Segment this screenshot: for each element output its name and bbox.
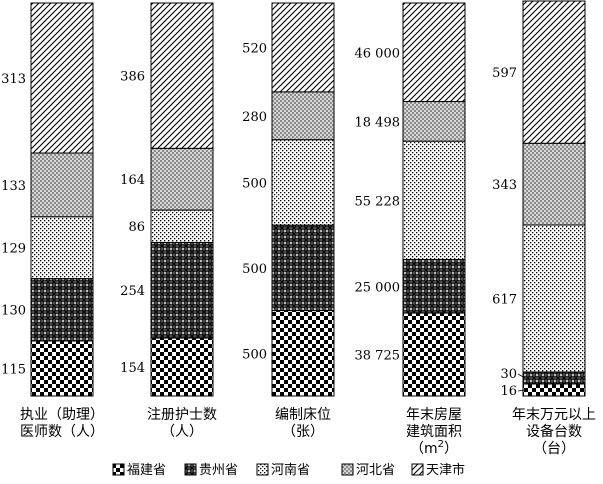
bar-segment-3-2 bbox=[271, 224, 335, 312]
bar-segment-1-1 bbox=[30, 340, 94, 397]
category-label-5-line-3: （台） bbox=[533, 441, 575, 457]
value-label-2-4: 164 bbox=[120, 173, 145, 188]
value-label-4-4: 18 498 bbox=[355, 115, 401, 130]
bar-segment-4-3 bbox=[402, 140, 466, 260]
bar-segment-5-4 bbox=[522, 142, 586, 226]
bar-segment-3-5 bbox=[271, 2, 335, 93]
leader-line-1 bbox=[517, 389, 526, 392]
bar-segment-2-5 bbox=[150, 2, 214, 149]
category-label-2-line-1: 注册护士数 bbox=[147, 407, 217, 423]
value-label-5-3: 617 bbox=[492, 292, 517, 307]
bar-segment-4-5 bbox=[402, 2, 466, 103]
value-label-5-2: 30 bbox=[500, 367, 517, 382]
legend-label-4: 河北省 bbox=[356, 463, 395, 478]
bars-layer bbox=[30, 0, 586, 397]
category-label-1-line-1: 执业（助理） bbox=[20, 407, 104, 423]
category-label-3-line-1: 编制床位 bbox=[275, 407, 331, 423]
bar-segment-3-1 bbox=[271, 310, 335, 397]
value-label-5-1: 16 bbox=[500, 384, 517, 399]
category-label-4-line-2: 建筑面积 bbox=[406, 424, 462, 440]
bar-segment-4-2 bbox=[402, 258, 466, 314]
legend-swatch-4 bbox=[341, 463, 354, 476]
bar-segment-4-4 bbox=[402, 101, 466, 142]
bar-segment-1-3 bbox=[30, 216, 94, 280]
value-label-4-3: 55 228 bbox=[355, 194, 401, 209]
legend-label-1: 福建省 bbox=[127, 463, 166, 478]
bar-segment-1-5 bbox=[30, 2, 94, 154]
value-label-3-2: 500 bbox=[242, 262, 267, 277]
bar-segment-5-3 bbox=[522, 224, 586, 373]
category-label-1-line-2: 医师数（人） bbox=[20, 424, 104, 440]
category-label-4-line-1: 年末房屋 bbox=[406, 407, 462, 423]
value-label-3-5: 520 bbox=[242, 41, 267, 56]
value-label-4-2: 25 000 bbox=[355, 280, 401, 295]
value-label-1-5: 313 bbox=[1, 72, 26, 87]
leader-line-2 bbox=[517, 373, 526, 379]
value-label-3-1: 500 bbox=[242, 347, 267, 362]
value-label-3-4: 280 bbox=[242, 110, 267, 125]
value-label-2-5: 386 bbox=[120, 70, 145, 85]
category-label-5-line-1: 年末万元以上 bbox=[512, 407, 596, 423]
category-label-3-line-2: （张） bbox=[282, 424, 324, 440]
bar-segment-2-4 bbox=[150, 147, 214, 211]
bar-segment-2-2 bbox=[150, 241, 214, 339]
value-label-1-1: 115 bbox=[1, 362, 26, 377]
value-label-4-1: 38 725 bbox=[355, 349, 401, 364]
legend-swatch-1 bbox=[112, 463, 125, 476]
value-label-5-4: 343 bbox=[492, 178, 517, 193]
bar-segment-3-4 bbox=[271, 91, 335, 141]
value-labels-layer: 115 130 129 133 313 154 254 86 164 386 500 500 500 28… bbox=[1, 41, 526, 399]
value-label-3-3: 500 bbox=[242, 176, 267, 191]
legend-swatch-3 bbox=[256, 463, 269, 476]
value-label-2-1: 154 bbox=[120, 361, 145, 376]
bar-segment-4-1 bbox=[402, 312, 466, 397]
value-label-5-5: 597 bbox=[492, 66, 517, 81]
value-label-1-2: 130 bbox=[1, 304, 26, 319]
bar-segment-3-3 bbox=[271, 139, 335, 226]
bar-segment-2-3 bbox=[150, 209, 214, 243]
value-label-1-4: 133 bbox=[1, 179, 26, 194]
bar-segment-1-2 bbox=[30, 278, 94, 342]
bar-segment-5-2 bbox=[522, 371, 586, 385]
legend-label-3: 河南省 bbox=[271, 462, 310, 478]
legend-swatch-5 bbox=[411, 463, 424, 476]
legend-label-5: 天津市 bbox=[426, 462, 465, 478]
bar-segment-5-1 bbox=[522, 383, 586, 397]
legend-label-2: 贵州省 bbox=[199, 463, 238, 478]
bar-segment-2-1 bbox=[150, 337, 214, 397]
value-label-1-3: 129 bbox=[1, 242, 26, 257]
bar-segment-5-5 bbox=[522, 0, 586, 144]
legend-swatch-2 bbox=[184, 463, 197, 476]
value-label-2-3: 86 bbox=[128, 220, 145, 235]
category-label-2-line-2: （人） bbox=[161, 424, 203, 440]
category-label-4-line-3: （m2） bbox=[410, 439, 458, 457]
value-label-4-5: 46 000 bbox=[355, 46, 401, 61]
legend: 福建省 贵州省 河南省 河北省 天津市 bbox=[112, 462, 465, 478]
bar-segment-1-4 bbox=[30, 152, 94, 218]
value-label-2-2: 254 bbox=[120, 284, 145, 299]
category-label-5-line-2: 设备台数 bbox=[526, 423, 582, 440]
